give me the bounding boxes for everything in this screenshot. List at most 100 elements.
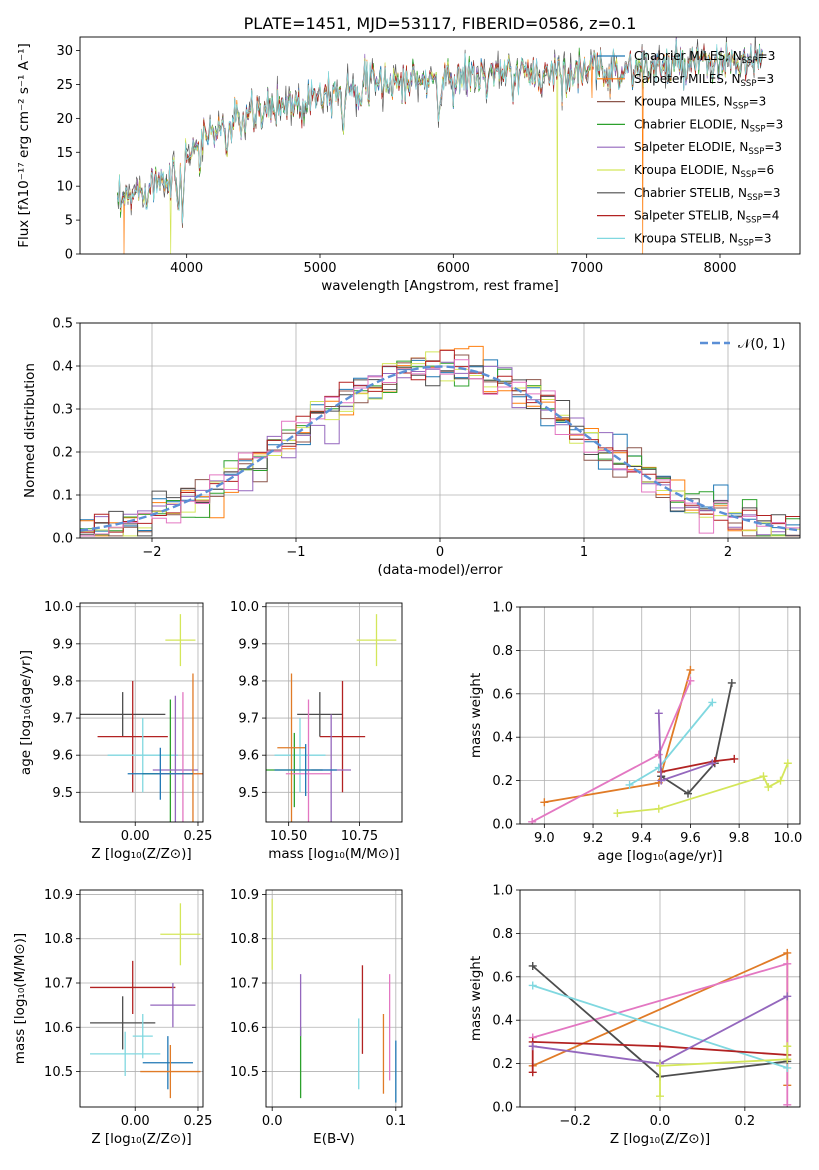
legend-text-tail: =3 xyxy=(749,95,767,109)
grid xyxy=(80,890,203,1107)
plot-area xyxy=(528,948,792,1107)
weight-line xyxy=(661,758,735,773)
legend-text: Chabrier MILES, N xyxy=(634,49,742,63)
plus-marker xyxy=(684,789,692,798)
legend-subscript: SSP xyxy=(750,124,766,134)
y-tick-label: 0.6 xyxy=(492,970,513,985)
plus-marker xyxy=(657,776,666,785)
y-tick-label: 1.0 xyxy=(492,601,513,616)
y-tick-label: 9.6 xyxy=(52,749,73,764)
y-tick-label: 0.8 xyxy=(492,644,513,659)
legend-entry: Chabrier STELIB, NSSP=3 xyxy=(634,186,781,203)
legend-text-tail: =3 xyxy=(754,231,772,245)
plus-marker xyxy=(708,698,717,707)
x-tick-label: 8000 xyxy=(703,261,736,276)
y-tick-label: 9.5 xyxy=(52,786,73,801)
panel-mass_vs_ebv: 0.0 0.1 10.5 10.6 10.7 10.8 10.9 E(B-V) xyxy=(230,888,406,1147)
plot-area xyxy=(80,345,800,537)
y-tick-label: 10.7 xyxy=(44,977,73,992)
legend-entry: Kroupa ELODIE, NSSP=6 xyxy=(634,163,774,180)
legend-text: Kroupa STELIB, N xyxy=(634,231,738,245)
grid xyxy=(266,890,402,1107)
x-tick-label: 9.8 xyxy=(729,831,750,846)
plus-marker xyxy=(656,1061,664,1070)
y-axis-label: mass [log₁₀(M/M⊙)] xyxy=(12,933,28,1064)
x-tick-label: 0.25 xyxy=(184,829,213,844)
plus-marker xyxy=(528,1042,537,1051)
legend-subscript: SSP xyxy=(742,56,758,66)
panel-age_vs_Z: 0.00 0.25 9.5 9.6 9.7 9.8 9.9 10.0 Z [log₁₀(Z/Z⊙… xyxy=(18,600,212,862)
y-tick-label: 25 xyxy=(56,78,73,93)
plus-marker xyxy=(783,992,792,1001)
legend-entry: Kroupa STELIB, NSSP=3 xyxy=(634,231,772,248)
x-tick-label: 1 xyxy=(580,545,588,560)
plus-marker xyxy=(783,1100,792,1107)
y-tick-label: 10.7 xyxy=(230,977,259,992)
plot-area xyxy=(528,665,792,824)
plus-marker xyxy=(783,1055,792,1064)
plus-marker xyxy=(656,1092,664,1101)
legend-text-tail: =4 xyxy=(762,209,780,223)
legend: 𝒩(0, 1) xyxy=(700,337,785,352)
x-tick-label: 5000 xyxy=(303,261,336,276)
legend-text: Kroupa MILES, N xyxy=(634,95,733,109)
y-tick-label: 0.2 xyxy=(492,774,513,789)
legend-text: Salpeter MILES, N xyxy=(634,72,741,86)
x-tick-label: −1 xyxy=(286,545,305,560)
plus-marker xyxy=(528,817,537,824)
legend-entry: 𝒩(0, 1) xyxy=(738,337,785,352)
y-tick-label: 0 xyxy=(65,248,73,263)
legend-subscript: SSP xyxy=(747,193,763,203)
legend-text-tail: =6 xyxy=(756,163,774,177)
axes: 0.00 0.25 9.5 9.6 9.7 9.8 9.9 10.0 Z [log₁₀(Z/Z⊙… xyxy=(18,600,212,862)
y-tick-label: 10.9 xyxy=(44,888,73,903)
y-tick-label: 5 xyxy=(65,214,73,229)
y-tick-label: 10.9 xyxy=(230,888,259,903)
x-tick-label: 0.2 xyxy=(735,1114,756,1129)
plus-marker xyxy=(727,678,736,687)
panel-age_vs_mass: 10.50 10.75 9.5 9.6 9.7 9.8 9.9 10.0 mass [log₁₀… xyxy=(230,600,403,862)
plus-marker xyxy=(730,754,739,763)
x-tick-label: −2 xyxy=(142,545,161,560)
axes: 9.0 9.2 9.4 9.6 9.8 10.0 0.0 0.2 0.4 0.6 0.8 1.0 age… xyxy=(468,601,802,865)
plus-marker xyxy=(759,772,768,781)
legend-entry: Salpeter ELODIE, NSSP=3 xyxy=(634,140,782,157)
plus-marker xyxy=(540,798,549,807)
y-tick-label: 9.8 xyxy=(52,674,73,689)
legend-subscript: SSP xyxy=(748,147,764,157)
x-tick-label: 0.1 xyxy=(385,1114,406,1129)
y-tick-label: 20 xyxy=(56,112,73,127)
x-tick-label: 9.6 xyxy=(680,831,701,846)
weight-line xyxy=(659,1046,789,1097)
y-tick-label: 10.5 xyxy=(44,1065,73,1080)
plot-area xyxy=(116,37,764,254)
y-tick-label: 0.2 xyxy=(492,1057,513,1072)
plus-marker xyxy=(656,1042,664,1051)
figure-title: PLATE=1451, MJD=53117, FIBERID=0586, z=0… xyxy=(244,14,637,33)
legend-entry: Salpeter MILES, NSSP=3 xyxy=(634,72,774,89)
axes: 4000 5000 6000 7000 8000 0 5 10 15 20 25 30 waveleng… xyxy=(16,36,801,294)
panel-mass_vs_Z: 0.00 0.25 10.5 10.6 10.7 10.8 10.9 Z [log₁₀(Z/Z… xyxy=(12,888,212,1147)
x-axis-label: Z [log₁₀(Z/Z⊙)] xyxy=(91,1131,191,1147)
legend-entry: Salpeter STELIB, NSSP=4 xyxy=(634,209,779,226)
legend-text: Salpeter ELODIE, N xyxy=(634,140,748,154)
x-tick-label: 0 xyxy=(436,545,444,560)
x-tick-label: 10.0 xyxy=(773,831,802,846)
panel-weight_vs_age: 9.0 9.2 9.4 9.6 9.8 10.0 0.0 0.2 0.4 0.6 0.8 1.0 age… xyxy=(468,601,802,865)
y-tick-label: 9.7 xyxy=(52,712,73,727)
y-tick-label: 1.0 xyxy=(492,884,513,899)
y-tick-label: 10.5 xyxy=(230,1065,259,1080)
legend-subscript: SSP xyxy=(746,216,762,226)
legend-entry: Kroupa MILES, NSSP=3 xyxy=(634,95,766,112)
legend-text-tail: =3 xyxy=(756,72,774,86)
legend-text: Salpeter STELIB, N xyxy=(634,209,746,223)
x-tick-label: 0.25 xyxy=(184,1114,213,1129)
x-tick-label: 10.50 xyxy=(270,829,307,844)
legend-text-tail: =3 xyxy=(763,186,781,200)
plus-marker xyxy=(654,804,663,813)
legend-text-tail: =3 xyxy=(758,49,776,63)
legend-subscript: SSP xyxy=(741,79,757,89)
x-axis-label: Z [log₁₀(Z/Z⊙)] xyxy=(610,1131,710,1147)
axes-frame xyxy=(519,606,801,825)
